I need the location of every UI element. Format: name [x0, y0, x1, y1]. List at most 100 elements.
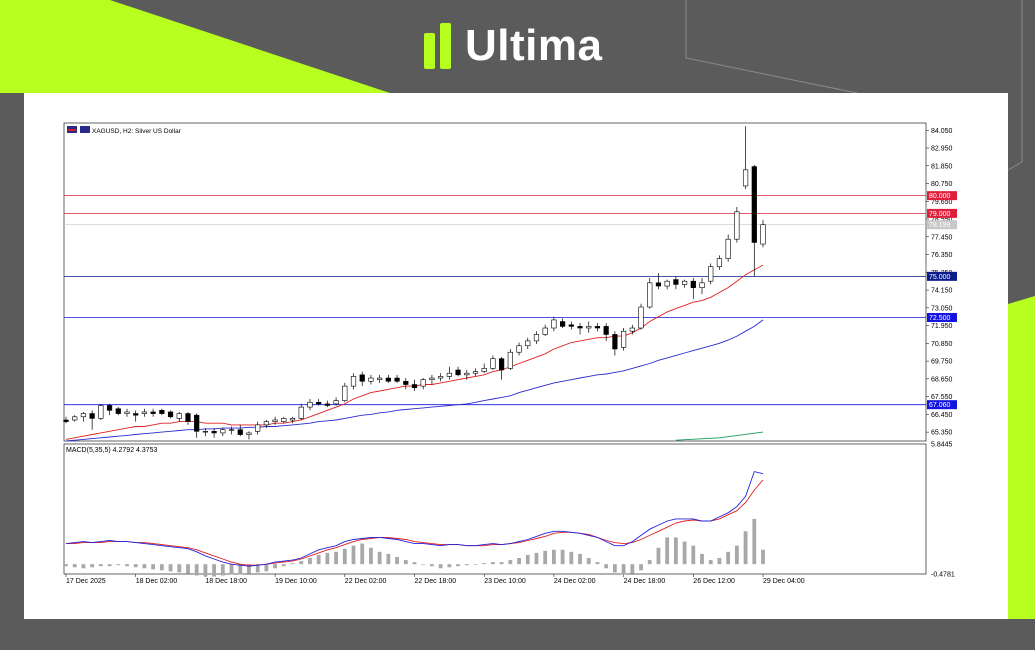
- macd-signal-line: [66, 479, 764, 566]
- candle-body: [281, 418, 287, 422]
- brand-name: Ultima: [465, 21, 603, 70]
- macd-histogram-bar: [247, 564, 251, 574]
- candle-body: [742, 169, 749, 187]
- macd-histogram-bar: [534, 552, 539, 565]
- macd-histogram-bar: [499, 562, 504, 565]
- macd-histogram-bar: [386, 553, 391, 565]
- x-tick-label: 18 Dec 18:00: [205, 578, 247, 585]
- candle-body: [438, 376, 444, 379]
- macd-histogram-bar: [334, 551, 338, 565]
- x-tick-label: 29 Dec 04:00: [763, 578, 805, 585]
- level-label: 79.000: [929, 211, 951, 218]
- main-frame: [63, 122, 927, 442]
- candle-body: [446, 372, 452, 377]
- green-stripe-right: [1008, 296, 1035, 619]
- macd-histogram-bar: [281, 564, 286, 567]
- y-tick-label: 84.050: [931, 128, 953, 135]
- macd-histogram-bar: [299, 561, 304, 565]
- candle-body: [568, 324, 574, 327]
- y-tick-label: 80.750: [931, 181, 953, 188]
- symbol-icons: [67, 126, 90, 133]
- level-label: 80.000: [929, 193, 951, 200]
- brand-logo: Ultima: [424, 18, 602, 74]
- macd-histogram-bar: [543, 550, 548, 565]
- level-label: 67.060: [929, 402, 951, 409]
- candle-body: [673, 279, 679, 285]
- macd-histogram-bar: [604, 564, 609, 569]
- macd-histogram-bar: [734, 545, 739, 565]
- candle-body: [420, 379, 426, 387]
- macd-histogram-bar: [238, 564, 243, 575]
- candle-body: [124, 411, 130, 414]
- candle-body: [185, 413, 191, 422]
- macd-histogram-bar: [700, 553, 704, 565]
- candle-body: [359, 374, 365, 382]
- candle-body: [429, 377, 435, 380]
- level-tag: [927, 208, 957, 218]
- candle-body: [734, 211, 740, 240]
- candle-body: [490, 358, 496, 369]
- ma-slow-line: [65, 319, 764, 442]
- macd-histogram-bar: [612, 564, 617, 573]
- y-tick-label: 82.950: [931, 146, 953, 153]
- macd-histogram-bar: [586, 558, 591, 565]
- candle-body: [368, 377, 374, 382]
- macd-histogram-bar: [464, 564, 469, 566]
- macd-histogram-bar: [142, 564, 147, 569]
- candle-body: [106, 405, 113, 411]
- candle-body: [629, 327, 635, 332]
- candle-body: [525, 340, 531, 347]
- macd-histogram-bar: [412, 562, 417, 565]
- macd-histogram-bar: [151, 564, 156, 570]
- macd-histogram-bar: [438, 564, 443, 569]
- candle-body: [220, 429, 226, 434]
- macd-histogram-bar: [569, 551, 574, 565]
- candle-body: [481, 368, 487, 372]
- candle-body: [533, 334, 540, 342]
- x-tick-label: 24 Dec 02:00: [554, 578, 596, 585]
- x-tick-label: 19 Dec 10:00: [275, 578, 317, 585]
- candle-body: [89, 413, 95, 419]
- macd-histogram-bar: [752, 518, 757, 565]
- macd-y-tick-label: 5.8445: [931, 442, 953, 449]
- candle-body: [307, 401, 313, 408]
- macd-histogram-bar: [316, 554, 321, 565]
- candle-body: [255, 424, 261, 432]
- macd-histogram-bar: [177, 564, 182, 573]
- macd-histogram-bar: [595, 562, 600, 565]
- macd-title: MACD(5,35,5) 4.2792 4.3753: [66, 447, 158, 454]
- candle-body: [725, 238, 731, 259]
- y-tick-label: 71.950: [931, 323, 953, 330]
- macd-histogram-bar: [159, 564, 164, 571]
- macd-histogram-bar: [482, 563, 487, 565]
- macd-histogram-bar: [403, 560, 408, 565]
- y-tick-label: 77.450: [931, 234, 953, 241]
- macd-histogram-bar: [133, 564, 138, 568]
- current-price-tag: [927, 220, 957, 230]
- macd-histogram-bar: [360, 543, 365, 565]
- candle-body: [612, 334, 618, 350]
- y-tick-label: 66.450: [931, 412, 953, 419]
- macd-histogram-bar: [377, 551, 382, 565]
- ma-green-line: [675, 431, 764, 441]
- macd-histogram-bar: [639, 564, 643, 571]
- candle-body: [716, 258, 723, 267]
- candle-body: [350, 376, 357, 387]
- candle-body: [342, 385, 348, 401]
- y-tick-label: 76.350: [931, 252, 953, 259]
- candle-body: [690, 280, 696, 288]
- level-label: 75.000: [929, 274, 951, 281]
- macd-histogram-bar: [220, 564, 225, 576]
- macd-histogram-bar: [726, 551, 731, 565]
- macd-histogram-bar: [708, 560, 713, 565]
- y-tick-label: 81.850: [931, 163, 953, 170]
- candle-body: [542, 327, 548, 335]
- macd-main-line: [65, 471, 764, 567]
- candle-body: [377, 377, 383, 380]
- candle-body: [751, 166, 757, 243]
- macd-histogram-bar: [621, 564, 626, 575]
- candle-body: [472, 371, 479, 374]
- candle-body: [699, 282, 705, 288]
- candle-body: [507, 351, 513, 369]
- y-tick-label: 68.650: [931, 376, 953, 383]
